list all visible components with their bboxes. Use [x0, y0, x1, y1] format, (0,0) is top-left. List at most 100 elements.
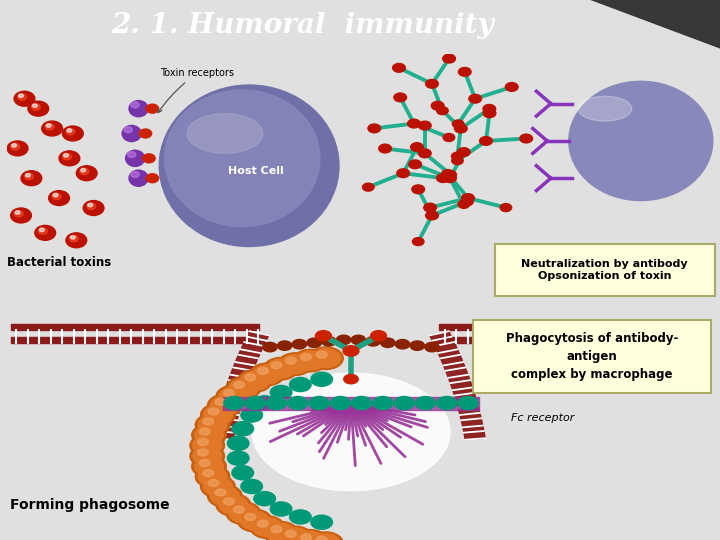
Circle shape: [80, 168, 89, 175]
Circle shape: [293, 530, 328, 540]
Circle shape: [322, 336, 336, 346]
Circle shape: [69, 235, 78, 242]
Circle shape: [11, 208, 32, 223]
Circle shape: [232, 422, 253, 436]
Circle shape: [7, 141, 28, 156]
Circle shape: [281, 528, 310, 540]
Circle shape: [28, 101, 49, 116]
Circle shape: [32, 104, 40, 110]
Circle shape: [190, 434, 225, 457]
Circle shape: [127, 152, 136, 158]
FancyBboxPatch shape: [495, 244, 714, 296]
Circle shape: [204, 477, 233, 496]
Circle shape: [250, 363, 284, 386]
Ellipse shape: [187, 113, 263, 153]
Circle shape: [289, 510, 311, 524]
Circle shape: [240, 511, 269, 530]
Circle shape: [316, 536, 327, 540]
Circle shape: [190, 445, 225, 467]
Circle shape: [199, 460, 210, 467]
Circle shape: [195, 465, 230, 488]
Circle shape: [425, 342, 439, 352]
Circle shape: [281, 355, 310, 374]
Circle shape: [312, 349, 341, 368]
Circle shape: [198, 467, 227, 486]
Circle shape: [208, 408, 219, 415]
Circle shape: [199, 428, 210, 435]
Bar: [11, 337, 259, 343]
Circle shape: [63, 153, 71, 160]
Circle shape: [410, 341, 425, 350]
Circle shape: [410, 143, 423, 151]
Circle shape: [270, 386, 292, 400]
Circle shape: [520, 134, 533, 143]
Circle shape: [245, 514, 256, 521]
Circle shape: [215, 399, 226, 406]
Ellipse shape: [159, 85, 339, 246]
Circle shape: [445, 171, 456, 179]
Circle shape: [426, 79, 438, 88]
Circle shape: [458, 396, 478, 410]
Ellipse shape: [129, 170, 148, 186]
Circle shape: [233, 506, 244, 513]
Ellipse shape: [129, 100, 148, 117]
Circle shape: [12, 144, 17, 147]
Circle shape: [204, 406, 233, 424]
Polygon shape: [590, 0, 720, 49]
Circle shape: [480, 137, 492, 145]
Circle shape: [35, 225, 55, 240]
Circle shape: [459, 68, 471, 76]
Circle shape: [458, 200, 469, 208]
Circle shape: [81, 168, 86, 172]
Circle shape: [254, 396, 276, 410]
Ellipse shape: [577, 96, 632, 121]
Circle shape: [192, 455, 226, 478]
Circle shape: [238, 509, 272, 532]
Circle shape: [431, 102, 444, 110]
Circle shape: [258, 520, 269, 527]
Circle shape: [146, 104, 158, 113]
Circle shape: [330, 396, 351, 410]
Circle shape: [316, 351, 327, 358]
Circle shape: [415, 396, 436, 410]
Circle shape: [224, 396, 244, 410]
Circle shape: [483, 109, 496, 118]
Circle shape: [226, 377, 261, 400]
Polygon shape: [213, 331, 269, 440]
Circle shape: [311, 372, 333, 386]
Circle shape: [24, 173, 33, 180]
Text: Forming phagosome: Forming phagosome: [10, 498, 170, 512]
Circle shape: [215, 489, 226, 496]
Circle shape: [193, 436, 222, 455]
Circle shape: [192, 424, 226, 447]
Circle shape: [443, 54, 455, 63]
Circle shape: [394, 93, 407, 102]
Text: Phagocytosis of antibody-
antigen
complex by macrophage: Phagocytosis of antibody- antigen comple…: [506, 332, 678, 381]
Circle shape: [271, 362, 282, 369]
Circle shape: [436, 107, 448, 114]
Circle shape: [59, 151, 80, 166]
Circle shape: [66, 233, 86, 248]
Ellipse shape: [252, 373, 450, 491]
Circle shape: [233, 381, 244, 388]
Circle shape: [42, 121, 63, 136]
Circle shape: [38, 228, 48, 234]
Circle shape: [454, 124, 467, 133]
Circle shape: [266, 359, 295, 378]
Circle shape: [408, 119, 420, 128]
Circle shape: [84, 200, 104, 215]
Circle shape: [483, 104, 495, 113]
Ellipse shape: [125, 150, 145, 166]
Bar: [11, 324, 259, 330]
Circle shape: [219, 387, 248, 406]
Text: Neutralization by antibody
Opsonization of toxin: Neutralization by antibody Opsonization …: [521, 259, 688, 281]
Circle shape: [381, 338, 395, 347]
Circle shape: [25, 173, 30, 177]
Circle shape: [201, 404, 235, 426]
Circle shape: [67, 129, 72, 132]
Circle shape: [201, 475, 235, 498]
Circle shape: [395, 340, 410, 349]
Circle shape: [11, 144, 19, 150]
Circle shape: [368, 124, 381, 133]
Circle shape: [307, 338, 321, 347]
